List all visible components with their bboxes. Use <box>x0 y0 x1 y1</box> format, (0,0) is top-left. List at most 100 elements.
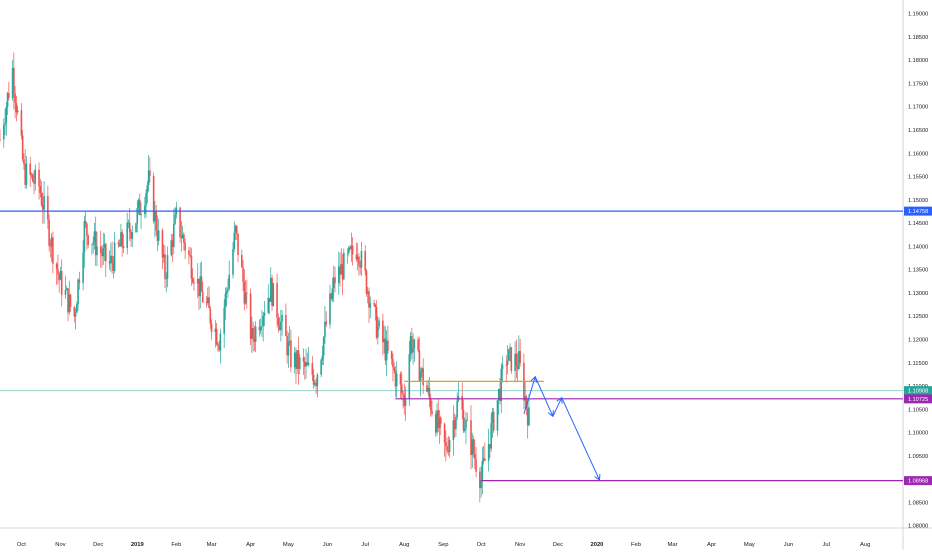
candle <box>200 261 203 292</box>
candle-body <box>295 352 297 369</box>
candle-body <box>436 410 438 433</box>
candle <box>465 411 467 445</box>
candle-body <box>251 328 253 339</box>
time-tick-label: Oct <box>17 542 26 548</box>
candle-body <box>287 342 290 356</box>
projection-segment[interactable] <box>561 397 600 481</box>
candle-body <box>136 207 139 224</box>
candle-body <box>174 214 176 224</box>
candle <box>384 326 387 365</box>
candle-body <box>492 411 495 431</box>
candle <box>399 371 402 399</box>
candle-body <box>30 174 33 176</box>
candle <box>205 296 208 308</box>
candle-body <box>346 252 349 254</box>
candle <box>126 212 129 255</box>
candle <box>65 285 68 291</box>
candle-body <box>475 459 477 472</box>
candle-body <box>466 419 469 421</box>
candle <box>122 233 125 254</box>
candle-body <box>210 323 213 333</box>
candle <box>360 241 363 276</box>
time-tick-label: 2019 <box>131 542 145 548</box>
candle <box>462 399 465 434</box>
candle <box>93 222 96 250</box>
candle-body <box>515 353 518 367</box>
candle-body <box>21 135 24 160</box>
candle-body <box>348 247 350 253</box>
time-tick-label: 2020 <box>591 542 604 548</box>
candle-body <box>24 164 26 185</box>
candle <box>156 215 159 251</box>
price-axis[interactable]: 1.19000 1.18500 1.18000 1.17500 1.17000 1.165… <box>908 12 928 530</box>
projection-segment[interactable] <box>552 397 563 417</box>
price-tick-label: 1.13500 <box>908 268 928 274</box>
price-tick-label: 1.16000 <box>908 151 928 157</box>
candle-body <box>146 185 149 193</box>
candle <box>8 82 10 101</box>
candle <box>303 356 306 380</box>
candle-body <box>243 281 246 304</box>
candle-body <box>58 274 60 280</box>
candle-body <box>419 372 422 381</box>
candle <box>29 156 32 188</box>
candle-body <box>102 247 105 257</box>
candle <box>225 286 228 307</box>
candle-body <box>188 250 190 255</box>
candle <box>429 394 432 417</box>
candle <box>33 170 35 195</box>
candle-body <box>189 254 191 257</box>
candle <box>340 248 343 275</box>
candle <box>11 59 14 101</box>
candle <box>149 157 151 183</box>
candle-body <box>23 159 25 165</box>
time-tick-label: May <box>744 542 755 548</box>
candle <box>74 307 77 330</box>
candle-body <box>83 221 86 253</box>
candle <box>16 105 19 116</box>
candle-body <box>237 233 239 255</box>
candle <box>235 224 238 240</box>
candle-body <box>271 277 273 307</box>
candle <box>82 240 84 291</box>
candle-body <box>196 278 199 284</box>
candle <box>349 245 351 251</box>
candle <box>128 207 131 242</box>
time-tick-label: May <box>283 542 294 548</box>
candle-body <box>497 388 500 401</box>
candle-body <box>13 67 15 94</box>
candle <box>101 245 103 268</box>
price-tick-label: 1.15500 <box>908 175 928 181</box>
candle-body <box>11 67 14 98</box>
candle-body <box>421 368 423 373</box>
candle-body <box>293 352 296 368</box>
candle-body <box>506 360 509 366</box>
candle-body <box>47 196 49 220</box>
candle <box>138 193 141 216</box>
candle-body <box>343 252 345 280</box>
candle-body <box>462 409 465 431</box>
candle <box>91 243 93 255</box>
candle-body <box>64 290 67 295</box>
candle <box>253 325 256 352</box>
candle-body <box>39 185 42 194</box>
price-tick-label: 1.17000 <box>908 105 928 111</box>
candle-body <box>481 460 484 480</box>
projection-segment[interactable] <box>523 376 536 415</box>
candle-body <box>413 339 416 349</box>
projection-segment[interactable] <box>534 376 554 417</box>
candle-body <box>526 408 529 426</box>
candle <box>87 234 89 249</box>
candle-body <box>128 222 131 232</box>
candle <box>131 225 134 248</box>
candle <box>38 162 40 200</box>
candle <box>337 251 340 295</box>
candle-body <box>490 423 492 449</box>
candle-body <box>14 93 16 103</box>
time-axis[interactable]: Oct Nov Dec 2019 Feb Mar Apr May Jun Jul Aug Sep Oct… <box>17 542 870 548</box>
candlestick-series <box>0 52 530 503</box>
candle-body <box>385 340 388 361</box>
